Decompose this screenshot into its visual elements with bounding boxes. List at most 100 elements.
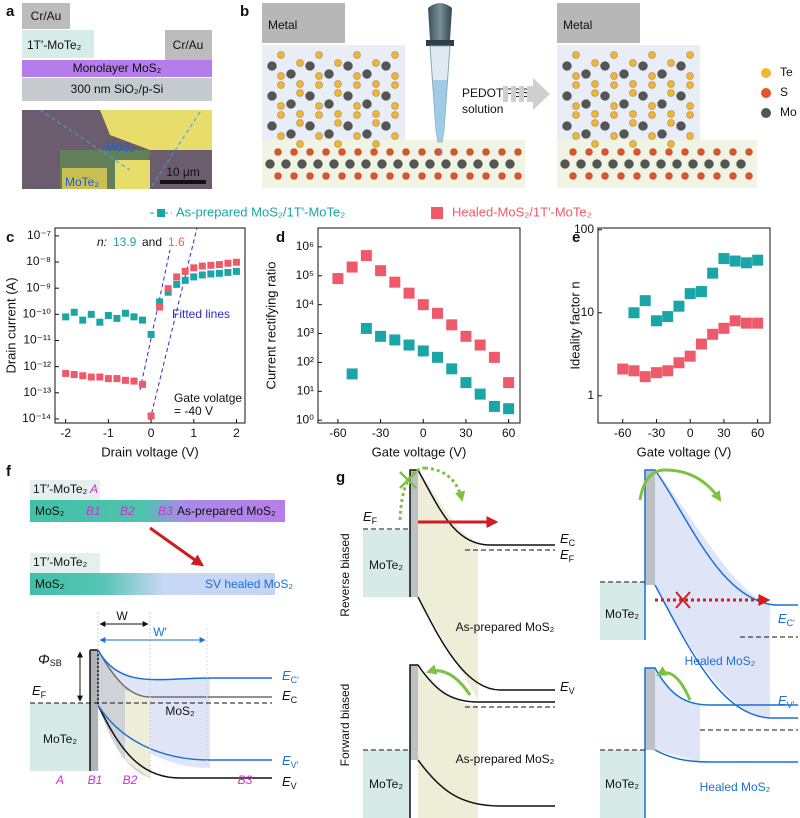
marker xyxy=(389,276,401,288)
atom xyxy=(704,159,714,169)
mote2-layer xyxy=(30,553,100,573)
marker xyxy=(96,318,104,326)
atom xyxy=(514,148,522,156)
atom xyxy=(601,172,609,180)
marker xyxy=(662,311,674,323)
label: B1 xyxy=(86,504,101,518)
band-label-sub: V′ xyxy=(787,700,795,710)
process-arrow xyxy=(503,78,550,110)
mote2-layer xyxy=(30,480,100,500)
band-label: EC xyxy=(560,531,576,548)
atom xyxy=(581,69,591,79)
atom xyxy=(676,121,686,131)
atom xyxy=(381,61,391,71)
label: solution xyxy=(462,102,503,116)
band-label-sub: C′ xyxy=(291,675,299,685)
atom xyxy=(297,159,307,169)
marker xyxy=(62,369,70,377)
mos2-layer xyxy=(22,60,212,77)
legend-swatch xyxy=(761,88,771,98)
atom xyxy=(290,148,298,156)
label: MoTe₂ xyxy=(369,558,403,572)
band-label: EF xyxy=(32,683,47,700)
atom xyxy=(315,132,323,140)
x-tick-label: -60 xyxy=(329,426,347,440)
band-label: EV′ xyxy=(282,753,299,770)
marker xyxy=(215,261,223,269)
atom xyxy=(296,89,304,97)
atom xyxy=(457,159,467,169)
marker xyxy=(346,368,358,380)
atom xyxy=(345,159,355,169)
band-label: EF xyxy=(560,547,575,564)
atom xyxy=(591,80,599,88)
label: 1T′-MoTe₂ xyxy=(33,555,88,569)
mos2-layer xyxy=(30,573,275,595)
ev-prime xyxy=(654,749,798,763)
interface xyxy=(645,470,655,585)
depletion xyxy=(655,668,700,762)
atom xyxy=(697,172,705,180)
atom xyxy=(434,148,442,156)
atom xyxy=(592,159,602,169)
marker xyxy=(360,250,372,262)
atom xyxy=(562,61,572,71)
atom xyxy=(585,148,593,156)
marker xyxy=(707,267,719,279)
contact xyxy=(165,30,212,60)
carrier-arrow xyxy=(656,666,692,701)
atom xyxy=(745,148,753,156)
marker xyxy=(139,380,147,388)
atom xyxy=(354,172,362,180)
band-label-main: E xyxy=(363,509,372,524)
y-tick-label: 10⁻¹⁴ xyxy=(22,411,51,425)
atom xyxy=(572,111,580,119)
marker xyxy=(446,319,458,331)
legend-label: As-prepared MoS₂/1T′-MoTe₂ xyxy=(176,204,345,219)
atom xyxy=(265,159,275,169)
panel-label: a xyxy=(6,3,15,20)
metal xyxy=(557,3,640,43)
atom xyxy=(372,80,380,88)
atom xyxy=(610,102,618,110)
band-label-sub: C xyxy=(291,695,298,705)
ec-prime xyxy=(644,667,798,818)
band-label-main: E xyxy=(282,774,291,789)
micrograph-region xyxy=(100,110,212,150)
atom xyxy=(482,148,490,156)
atom xyxy=(402,172,410,180)
atom xyxy=(489,159,499,169)
atom xyxy=(354,148,362,156)
marker xyxy=(147,412,155,420)
atom xyxy=(648,102,656,110)
atom xyxy=(313,159,323,169)
atom xyxy=(286,69,296,79)
band-label-sub: C xyxy=(569,538,576,548)
panel-b: b Metal Metal PEDOT:PSS solution Te S Mo xyxy=(240,3,797,188)
atom xyxy=(362,69,372,79)
label: MoS₂ xyxy=(105,140,135,154)
pipette-liquid xyxy=(433,80,447,142)
atom xyxy=(391,111,399,119)
atom xyxy=(667,119,675,127)
mote2-crystal xyxy=(557,45,700,140)
y-axis-label: Drain current (A) xyxy=(3,277,18,373)
substrate xyxy=(22,78,212,101)
y-tick-label: 10⁻⁸ xyxy=(26,254,51,268)
marker xyxy=(164,285,172,293)
atom xyxy=(361,159,371,169)
atom xyxy=(372,59,380,67)
label: MoTe₂ xyxy=(605,607,639,621)
atom xyxy=(274,172,282,180)
atom xyxy=(277,81,285,89)
atom xyxy=(610,111,618,119)
atom xyxy=(315,81,323,89)
x-tick-label: 30 xyxy=(717,426,731,440)
micrograph-region xyxy=(115,160,150,189)
x-tick-label: 0 xyxy=(687,426,694,440)
atom xyxy=(498,148,506,156)
label: A xyxy=(55,773,64,787)
legend-swatch xyxy=(431,207,443,219)
atom xyxy=(600,121,610,131)
atom xyxy=(560,159,570,169)
